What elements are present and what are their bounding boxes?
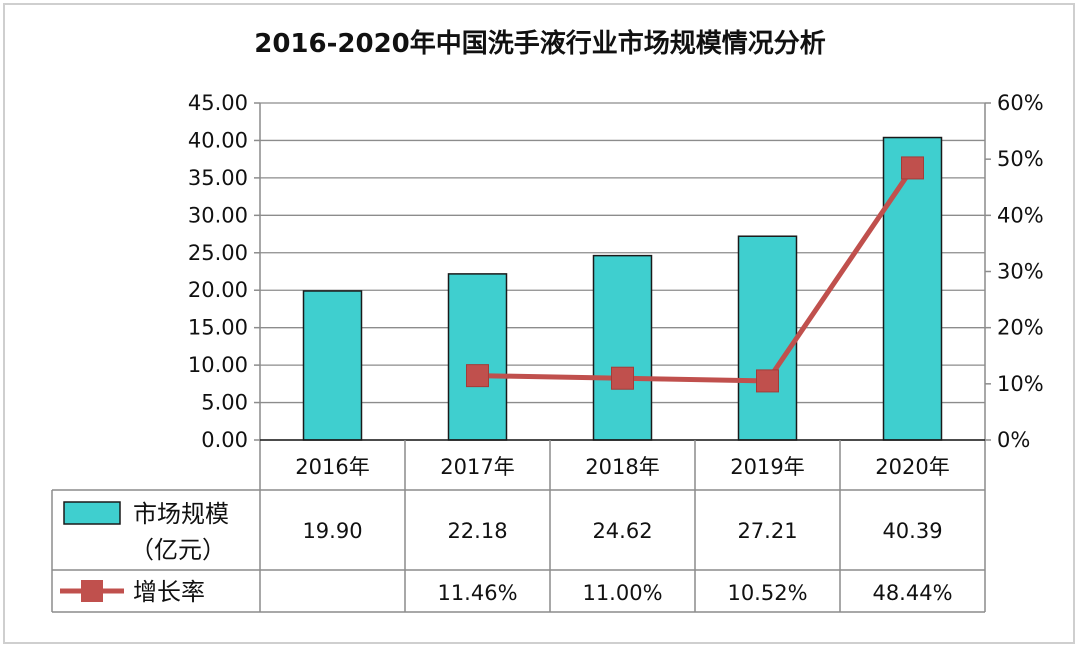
left-tick-label: 5.00 [201, 391, 248, 415]
category-label: 2020年 [875, 455, 949, 479]
left-tick-label: 10.00 [188, 353, 248, 377]
bar-value-label: 24.62 [592, 519, 652, 543]
growth-rate-line [477, 166, 915, 384]
bar-series [302, 136, 943, 441]
chart-title: 2016-2020年中国洗手液行业市场规模情况分析 [254, 28, 826, 59]
category-label: 2017年 [440, 455, 514, 479]
left-tick-label: 35.00 [188, 166, 248, 190]
bar [302, 290, 363, 441]
chart-frame [3, 3, 1075, 644]
growth-rate-marker [611, 366, 634, 390]
bar-value-label: 19.90 [302, 519, 362, 543]
bar [447, 273, 508, 441]
right-tick-label: 10% [997, 372, 1044, 396]
right-axis-ticks: 0% 10% 20% 30% 40% 50% 60% [997, 91, 1044, 452]
left-tick-label: 40.00 [188, 128, 248, 152]
right-tick-label: 0% [997, 428, 1030, 452]
left-tick-label: 25.00 [188, 241, 248, 265]
category-label: 2016年 [295, 455, 369, 479]
rate-value-label: 10.52% [727, 581, 807, 605]
category-label: 2018年 [585, 455, 659, 479]
growth-rate-marker [901, 156, 924, 180]
data-table: 2016年 2017年 2018年 2019年 2020年 19.90 22.18 24.62… [51, 439, 985, 613]
bar-value-label: 40.39 [882, 519, 942, 543]
left-tick-label: 20.00 [188, 278, 248, 302]
growth-rate-marker [756, 369, 779, 393]
left-tick-label: 0.00 [201, 428, 248, 452]
rate-value-label: 11.46% [437, 581, 517, 605]
growth-rate-marker [466, 364, 489, 388]
bar [882, 136, 943, 441]
left-tick-label: 45.00 [188, 91, 248, 115]
category-label: 2019年 [730, 455, 804, 479]
axes [254, 102, 991, 612]
bar-value-label: 22.18 [447, 519, 507, 543]
line-series [466, 156, 924, 393]
right-tick-label: 40% [997, 203, 1044, 227]
bar-value-label: 27.21 [737, 519, 797, 543]
rate-value-label: 11.00% [582, 581, 662, 605]
bar [592, 254, 653, 441]
left-tick-label: 15.00 [188, 316, 248, 340]
legend-bar-name: 市场规模 [133, 500, 229, 528]
legend-line-marker [81, 580, 103, 602]
rate-value-label: 48.44% [872, 581, 952, 605]
right-tick-label: 50% [997, 147, 1044, 171]
right-tick-label: 60% [997, 91, 1044, 115]
left-tick-label: 30.00 [188, 203, 248, 227]
left-axis-ticks: 0.00 5.00 10.00 15.00 20.00 25.00 30.00 35.00 40… [188, 91, 248, 452]
bar [737, 235, 798, 441]
legend-line-name: 增长率 [133, 578, 205, 606]
legend-bar-unit: （亿元） [130, 536, 226, 564]
right-tick-label: 20% [997, 316, 1044, 340]
legend-bar-swatch [63, 501, 121, 525]
right-tick-label: 30% [997, 260, 1044, 284]
